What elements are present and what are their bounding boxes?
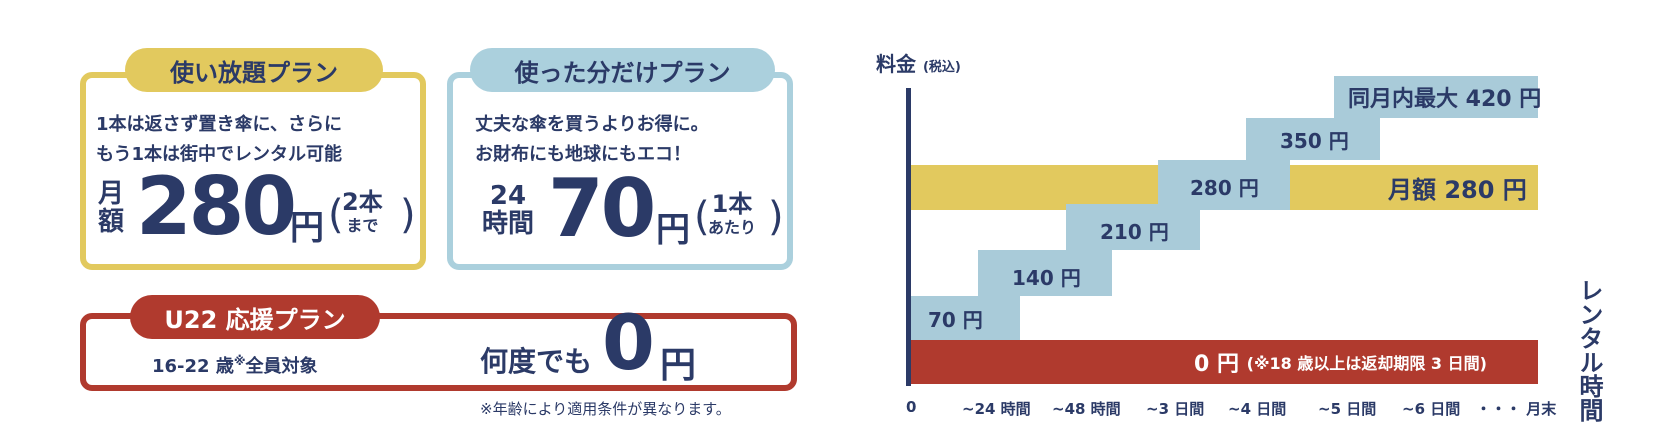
y-label-text: 料金: [876, 52, 916, 76]
price: 0: [602, 298, 655, 387]
price: 70: [548, 162, 656, 255]
desc-line: お財布にも地球にもエコ！: [475, 144, 691, 165]
monthly-bar: [1290, 165, 1538, 210]
step-label: 350 円: [1280, 128, 1349, 153]
target-text: 全員対象: [245, 356, 318, 377]
desc-line: もう1本は街中でレンタル可能: [96, 144, 342, 165]
x-label: レンタル時間: [1575, 278, 1603, 422]
free-label: 0 円 (※18 歳以上は返却期限 3 日間): [1194, 340, 1487, 384]
free-price: 0 円: [1194, 352, 1239, 377]
step-label: 同月内最大 420 円: [1348, 87, 1542, 112]
plan-desc: 1本は返さず置き傘に、さらに もう1本は街中でレンタル可能: [96, 110, 342, 170]
x-tick-label: ~6 日間: [1402, 400, 1461, 418]
note-part: あたり: [708, 218, 757, 237]
y-axis: [906, 88, 911, 386]
step-label: 280 円: [1190, 175, 1259, 200]
desc-line: 1本は返さず置き傘に、さらに: [96, 114, 342, 135]
plan-desc: 丈夫な傘を買うよりお得に。 お財布にも地球にもエコ！: [475, 110, 709, 170]
period-part: 時間: [482, 209, 535, 239]
desc-line: 丈夫な傘を買うよりお得に。: [475, 114, 709, 135]
paren: ): [768, 194, 784, 240]
x-tick-label: ~48 時間: [1052, 400, 1121, 418]
price: 280: [136, 160, 297, 253]
x-tick-label: ~5 日間: [1318, 400, 1377, 418]
x-tick-label: ・・・ 月末: [1476, 400, 1557, 418]
period-part: 月: [98, 179, 125, 209]
free-note: (※18 歳以上は返却期限 3 日間): [1246, 354, 1487, 373]
step: [1246, 118, 1380, 160]
period-part: 24: [489, 181, 527, 211]
offer: 何度でも: [480, 345, 593, 378]
step: [1158, 160, 1290, 210]
note-part: 1本: [711, 190, 753, 218]
unit: 円: [290, 208, 324, 248]
period-part: 額: [98, 207, 125, 237]
step: [978, 250, 1112, 296]
monthly-label: 月額 280 円: [1388, 176, 1527, 204]
note: 1本 あたり: [708, 192, 756, 240]
x-tick-label: 0: [906, 398, 917, 416]
step-label: 70 円: [928, 307, 983, 332]
paren: (: [328, 192, 344, 238]
note-part: 2本: [342, 188, 383, 216]
paren: ): [400, 192, 416, 238]
footnote: ※年齢により適用条件が異なります。: [480, 400, 731, 418]
x-tick-label: ~3 日間: [1146, 400, 1205, 418]
target-text: 16-22 歳: [152, 356, 234, 377]
x-tick-label: ~4 日間: [1228, 400, 1287, 418]
period: 月額: [98, 180, 124, 236]
target: 16-22 歳※全員対象: [152, 352, 318, 378]
paren: (: [694, 194, 710, 240]
step: [1066, 204, 1200, 250]
step-label: 210 円: [1100, 219, 1169, 244]
monthly-bar: [911, 165, 1158, 210]
free-bar: [911, 340, 1538, 384]
step-label: 140 円: [1012, 265, 1081, 290]
plan-box: [80, 313, 797, 391]
unit: 円: [656, 210, 690, 250]
note-mark: ※: [233, 354, 246, 368]
period: 24 時間: [482, 182, 534, 238]
y-label-sub: (税込): [922, 60, 961, 75]
x-tick-label: ~24 時間: [962, 400, 1031, 418]
plan-title: 使い放題プラン: [125, 48, 383, 92]
plan-title: U22 応援プラン: [130, 295, 380, 339]
step: [1334, 76, 1538, 118]
note-part: まで: [346, 216, 379, 235]
unit: 円: [660, 345, 697, 386]
note: 2本 まで: [342, 190, 383, 238]
plan-title: 使った分だけプラン: [470, 48, 775, 92]
step: [911, 296, 1020, 340]
y-label: 料金 (税込): [876, 48, 961, 77]
